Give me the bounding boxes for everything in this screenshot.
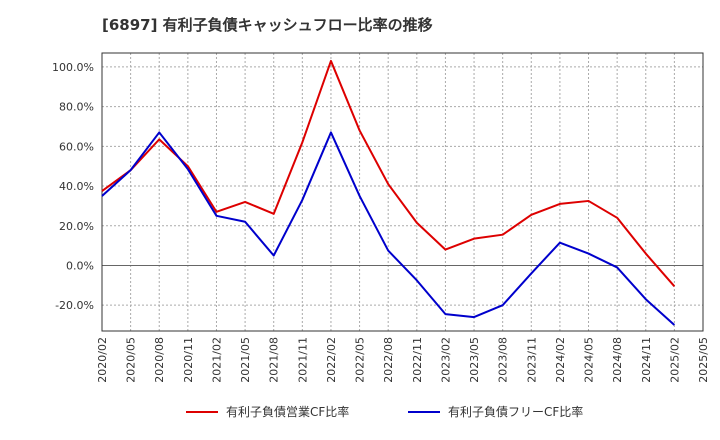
x-tick-label: 2024/08 <box>611 337 624 383</box>
x-tick-label: 2022/05 <box>354 337 367 383</box>
series-line-2 <box>101 131 676 326</box>
x-tick-label: 2021/05 <box>239 337 252 383</box>
x-tick-label: 2023/08 <box>497 337 510 383</box>
y-tick-label: 80.0% <box>59 101 94 114</box>
y-tick-label: 40.0% <box>59 180 94 193</box>
x-tick-label: 2024/11 <box>640 337 653 383</box>
x-tick-label: 2022/11 <box>411 337 424 383</box>
x-tick-label: 2024/05 <box>583 337 596 383</box>
x-tick-label: 2025/02 <box>668 337 681 383</box>
x-tick-label: 2021/02 <box>210 337 223 383</box>
x-tick-label: 2024/02 <box>554 337 567 383</box>
x-tick-label: 2020/08 <box>153 337 166 383</box>
legend-label-1: 有利子負債営業CF比率 <box>226 404 349 419</box>
x-tick-label: 2020/05 <box>125 337 138 383</box>
y-tick-label: 60.0% <box>59 140 94 153</box>
x-tick-label: 2021/08 <box>268 337 281 383</box>
plot-border <box>101 52 704 332</box>
y-tick-label: 20.0% <box>59 220 94 233</box>
x-tick-label: 2025/05 <box>697 337 710 383</box>
x-tick-label: 2022/02 <box>325 337 338 383</box>
x-tick-label: 2023/05 <box>468 337 481 383</box>
x-tick-label: 2020/02 <box>96 337 109 383</box>
x-tick-label: 2021/11 <box>296 337 309 383</box>
x-tick-label: 2023/11 <box>525 337 538 383</box>
x-tick-label: 2023/02 <box>439 337 452 383</box>
x-tick-label: 2020/11 <box>182 337 195 383</box>
x-tick-label: 2022/08 <box>382 337 395 383</box>
plot-area <box>102 53 703 331</box>
legend-label-2: 有利子負債フリーCF比率 <box>448 404 583 419</box>
y-tick-label: -20.0% <box>55 299 94 312</box>
y-tick-label: 100.0% <box>52 61 94 74</box>
y-tick-label: 0.0% <box>66 259 94 272</box>
chart-title: [6897] 有利子負債キャッシュフロー比率の推移 <box>102 16 433 34</box>
series-line-1 <box>101 59 676 287</box>
